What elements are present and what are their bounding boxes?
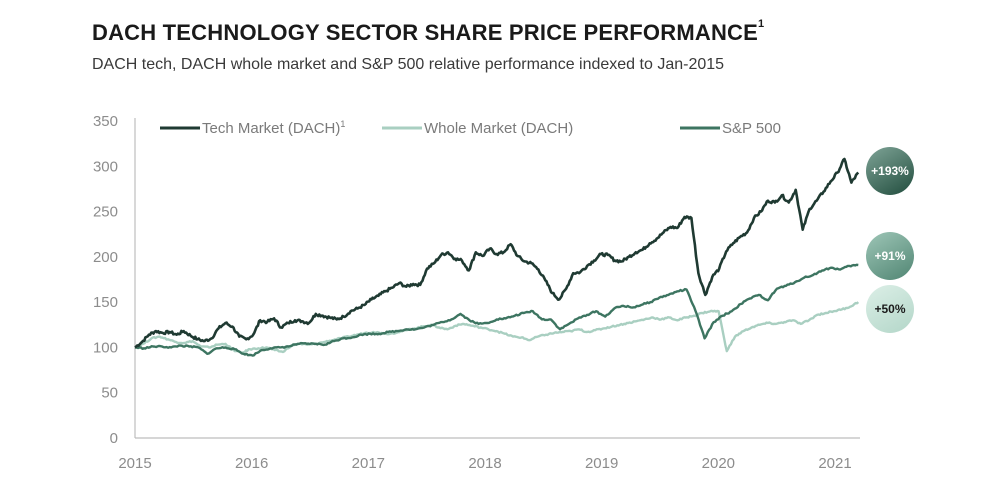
y-tick-label: 100: [93, 339, 118, 356]
series-line-tech-market-dach: [134, 157, 860, 349]
badge-circle: [866, 147, 914, 195]
legend-item: Tech Market (DACH)1: [160, 119, 345, 137]
y-tick-label: 50: [101, 385, 118, 402]
x-tick-label: 2019: [585, 455, 618, 472]
badge-label: +193%: [871, 164, 909, 178]
legend-label: Whole Market (DACH): [424, 120, 573, 137]
y-tick-label: 200: [93, 249, 118, 266]
y-tick-label: 300: [93, 158, 118, 175]
x-axis-ticks: 2015 2016 2017 2018 2019 2020 2021: [118, 455, 851, 472]
badge-label: +50%: [874, 302, 905, 316]
badge-circle: [866, 285, 914, 333]
badge-circle: [866, 232, 914, 280]
x-tick-label: 2016: [235, 455, 268, 472]
badge-tech-market-dach: +193%: [866, 147, 914, 195]
page-title: DACH TECHNOLOGY SECTOR SHARE PRICE PERFO…: [92, 18, 765, 46]
legend-item: S&P 500: [680, 120, 781, 137]
legend: Tech Market (DACH)1 Whole Market (DACH) S&…: [160, 119, 781, 137]
badge-label: +91%: [874, 249, 905, 263]
axes: [134, 118, 860, 439]
y-tick-label: 0: [110, 430, 118, 447]
series-line-s-p-500: [134, 263, 859, 357]
legend-label: S&P 500: [722, 120, 781, 137]
x-tick-label: 2021: [818, 455, 851, 472]
y-tick-label: 150: [93, 294, 118, 311]
x-tick-label: 2018: [468, 455, 501, 472]
series-line-whole-market-dach: [134, 301, 860, 355]
x-tick-label: 2017: [352, 455, 385, 472]
y-tick-label: 250: [93, 204, 118, 221]
legend-footnote-marker: 1: [340, 119, 345, 129]
series-lines: [134, 157, 860, 357]
y-axis-ticks: 0 50 100 150 200 250 300 350: [93, 113, 118, 447]
badge-whole-market-dach: +50%: [866, 285, 914, 333]
badge-s-p-500: +91%: [866, 232, 914, 280]
x-tick-label: 2015: [118, 455, 151, 472]
page-subtitle: DACH tech, DACH whole market and S&P 500…: [92, 56, 725, 73]
legend-label: Tech Market (DACH)1: [202, 119, 345, 137]
legend-item: Whole Market (DACH): [382, 120, 573, 137]
title-text: DACH TECHNOLOGY SECTOR SHARE PRICE PERFO…: [92, 20, 758, 45]
x-tick-label: 2020: [702, 455, 735, 472]
end-value-badges: +193% +91% +50%: [866, 147, 914, 333]
title-footnote-marker: 1: [758, 18, 765, 30]
y-tick-label: 350: [93, 113, 118, 130]
